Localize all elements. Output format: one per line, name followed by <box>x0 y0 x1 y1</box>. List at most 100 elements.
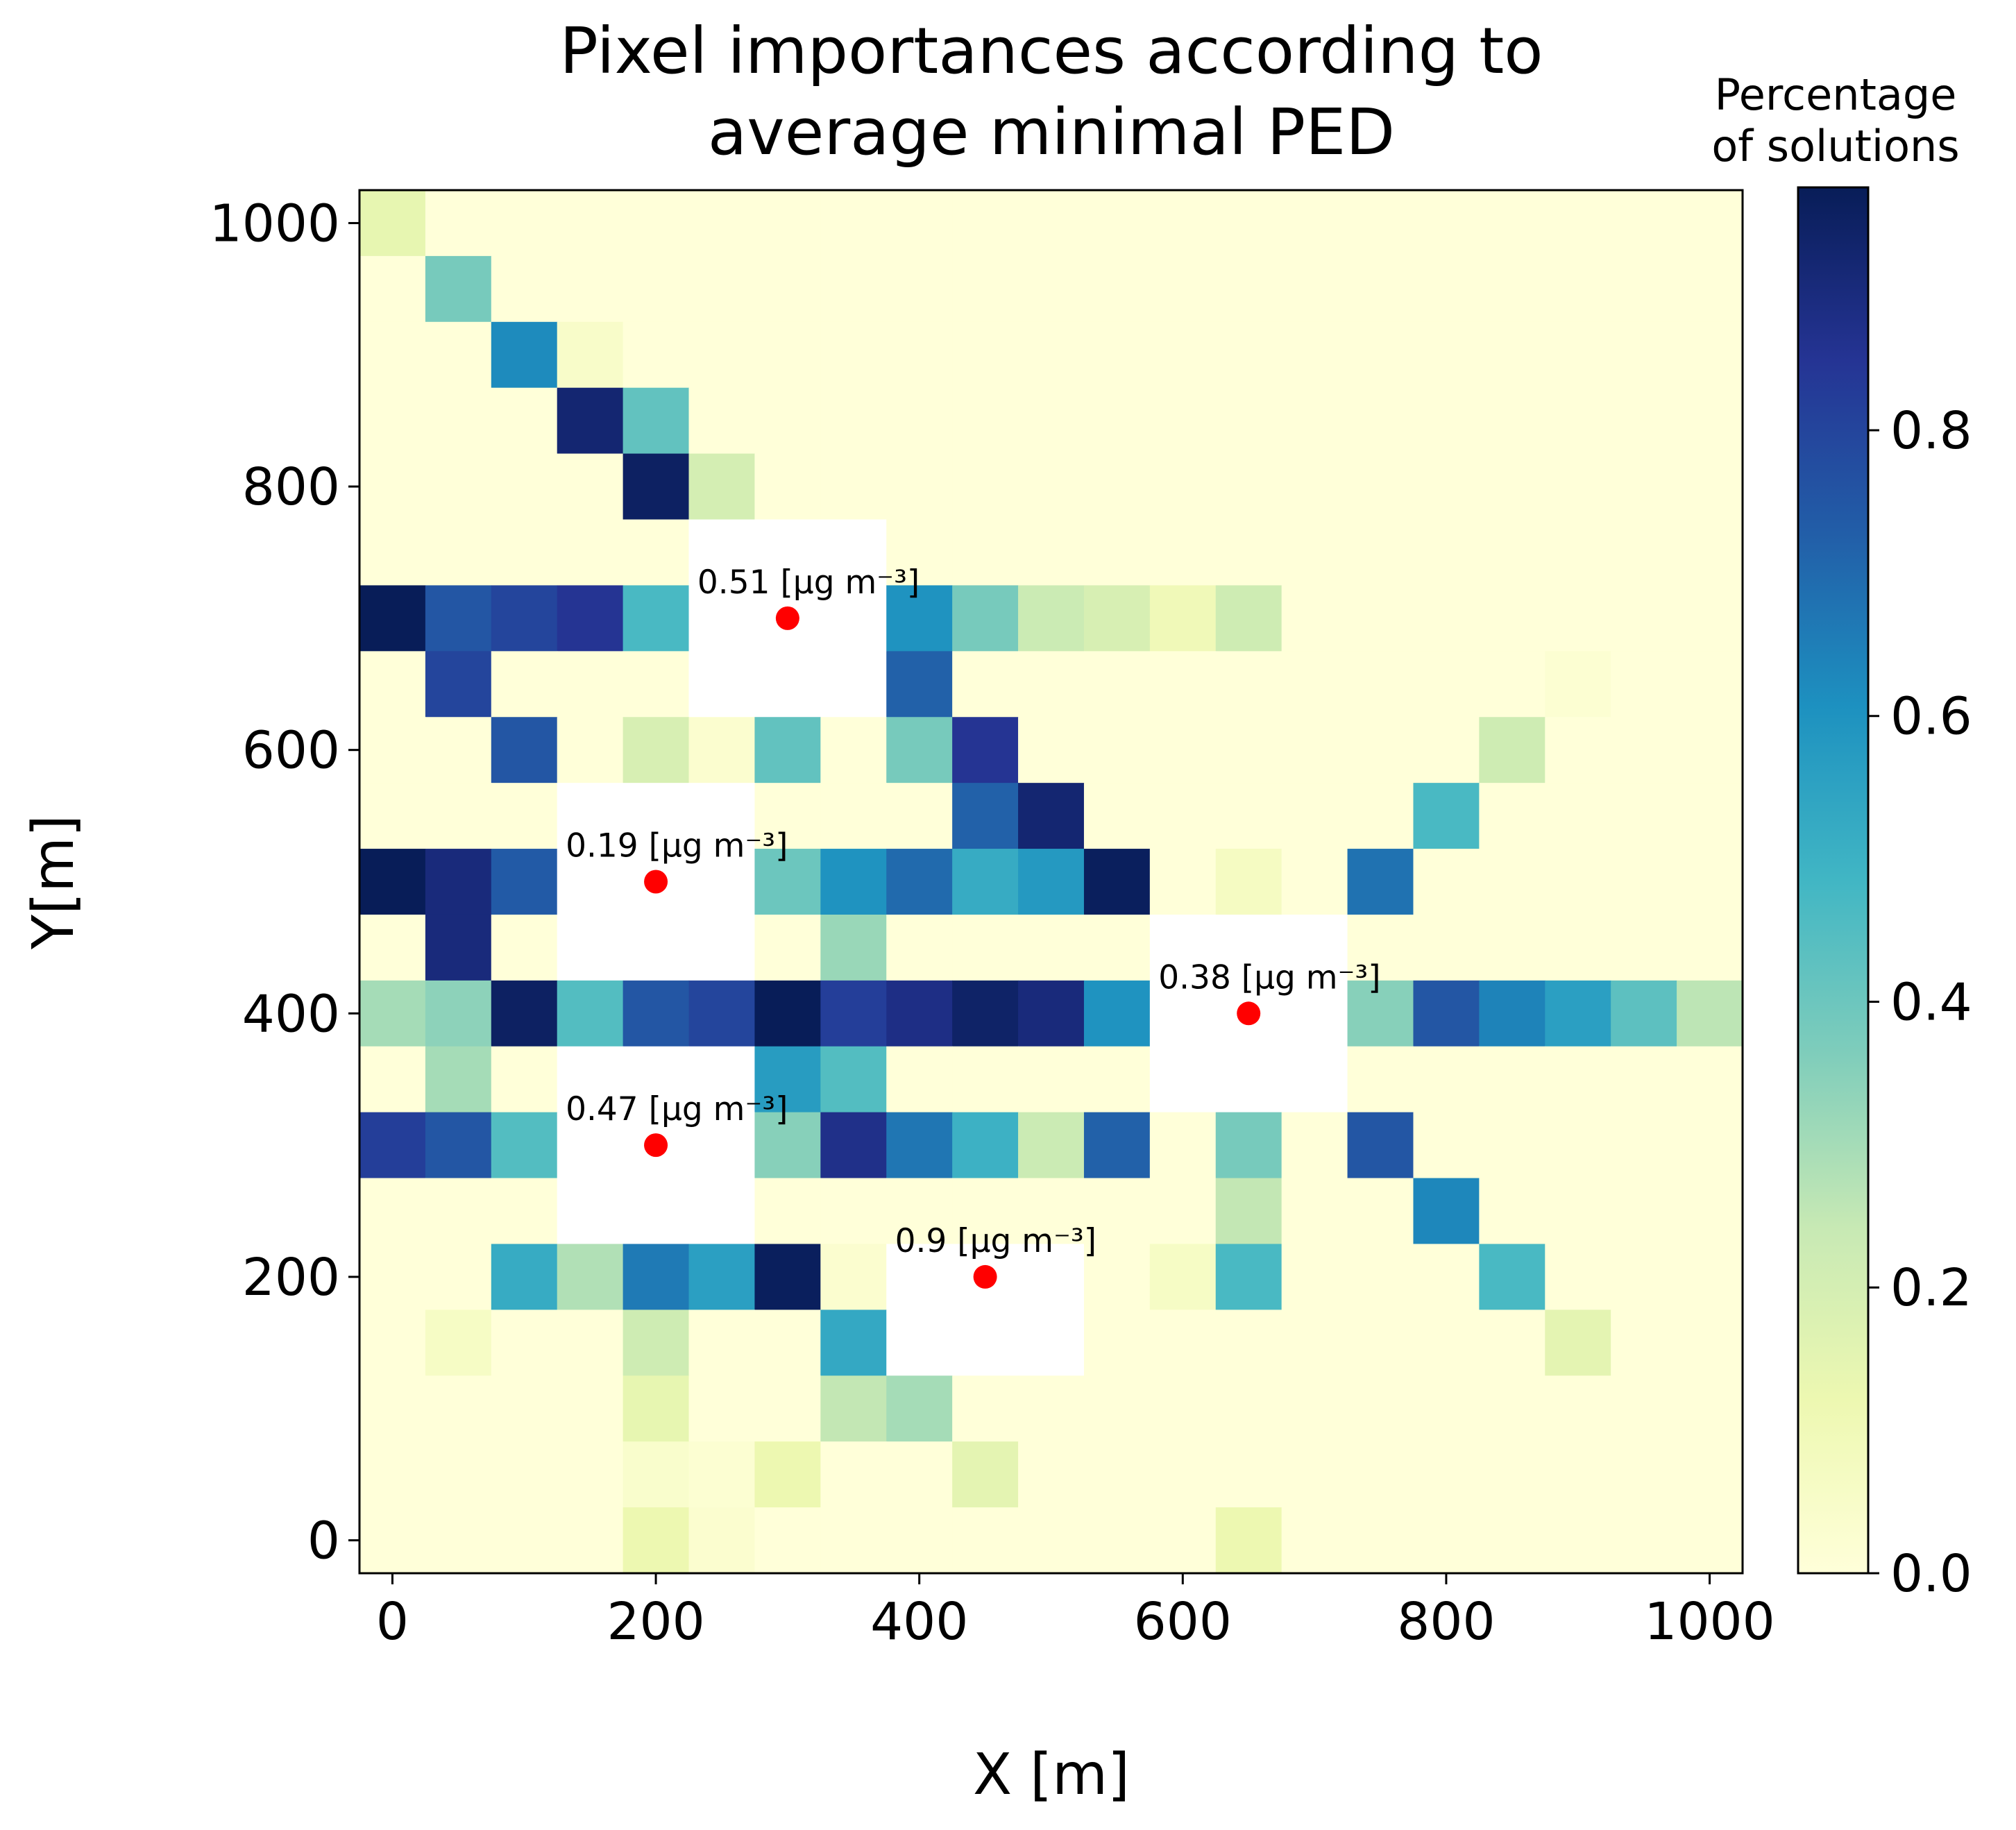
heatmap-cell <box>491 1441 558 1508</box>
heatmap-cell <box>1347 651 1414 718</box>
heatmap-cell <box>557 585 624 652</box>
heatmap-cell <box>1479 1244 1545 1310</box>
heatmap-cell <box>688 1244 756 1310</box>
source-marker <box>775 606 799 630</box>
heatmap-cell <box>1018 585 1085 652</box>
heatmap-cell <box>1215 453 1282 520</box>
heatmap-cell <box>1611 321 1677 389</box>
heatmap-cell <box>1545 255 1611 323</box>
heatmap-cell <box>1677 1441 1743 1508</box>
heatmap-cell <box>886 783 953 849</box>
heatmap-cell <box>425 321 492 389</box>
heatmap-cell <box>1149 190 1217 257</box>
heatmap-cell <box>1545 1046 1611 1113</box>
heatmap-cell <box>820 849 887 915</box>
source-label: 0.51 [μg m⁻³] <box>697 564 920 602</box>
heatmap-cell <box>1018 783 1085 849</box>
heatmap-cell <box>952 914 1019 981</box>
heatmap-cell <box>1347 190 1414 257</box>
heatmap-cell <box>557 1441 624 1508</box>
heatmap-cell <box>886 849 953 915</box>
heatmap-cell <box>491 1178 558 1245</box>
heatmap-cell <box>1611 190 1677 257</box>
heatmap-cell <box>1479 717 1545 783</box>
heatmap-cell <box>1018 387 1085 455</box>
heatmap-cell <box>1545 1244 1611 1310</box>
heatmap-cell <box>754 1441 821 1508</box>
source-marker <box>644 870 668 894</box>
heatmap-cell <box>359 651 426 718</box>
heatmap-cell <box>425 1375 492 1442</box>
heatmap-cell <box>1083 585 1151 652</box>
heatmap-cell <box>1018 1507 1085 1574</box>
heatmap-cell <box>1281 1375 1348 1442</box>
heatmap-cell <box>754 1244 821 1310</box>
heatmap-cell <box>1347 585 1414 652</box>
heatmap-cell <box>1347 849 1414 915</box>
heatmap-cell <box>1215 190 1282 257</box>
heatmap-cell <box>491 1507 558 1574</box>
heatmap-cell <box>1677 1112 1743 1179</box>
heatmap-cell <box>886 387 953 455</box>
heatmap-cell <box>622 1375 690 1442</box>
heatmap-cell <box>1479 783 1545 849</box>
heatmap-cell <box>1611 1441 1677 1508</box>
heatmap-cell <box>1149 255 1217 323</box>
heatmap-cell <box>754 1375 821 1442</box>
heatmap-cell <box>1545 190 1611 257</box>
colorbar-label-line-2: of solutions <box>1711 121 1959 171</box>
heatmap-cell <box>1611 255 1677 323</box>
heatmap-cell <box>1149 1310 1217 1376</box>
heatmap-cell <box>1479 1441 1545 1508</box>
heatmap-cell <box>622 519 690 586</box>
heatmap-cell <box>820 585 887 652</box>
heatmap-cell <box>359 519 426 586</box>
heatmap-cell <box>1083 783 1151 849</box>
heatmap-cell <box>1413 717 1480 783</box>
heatmap-cell <box>622 1046 690 1113</box>
heatmap-cell <box>425 783 492 849</box>
heatmap-cell <box>1545 914 1611 981</box>
heatmap-cell <box>1677 849 1743 915</box>
heatmap-cell <box>1413 453 1480 520</box>
heatmap-cell <box>1413 519 1480 586</box>
heatmap-cell <box>359 1375 426 1442</box>
heatmap-cell <box>1413 1507 1480 1574</box>
heatmap-cell <box>557 1178 624 1245</box>
heatmap-cell <box>425 387 492 455</box>
heatmap-cell <box>1215 651 1282 718</box>
heatmap-cell <box>1018 321 1085 389</box>
heatmap-cell <box>688 255 756 323</box>
heatmap-cell <box>1545 1310 1611 1376</box>
heatmap-cell <box>491 717 558 783</box>
heatmap-cell <box>1611 651 1677 718</box>
heatmap-cell <box>886 1046 953 1113</box>
heatmap-cell <box>886 1375 953 1442</box>
heatmap-cell <box>1018 1046 1085 1113</box>
heatmap-cell <box>1413 980 1480 1047</box>
heatmap-cell <box>754 1178 821 1245</box>
heatmap-cell <box>1677 1507 1743 1574</box>
heatmap-cell <box>1677 1046 1743 1113</box>
heatmap-cell <box>1677 717 1743 783</box>
heatmap-cell <box>1413 849 1480 915</box>
heatmap-cell <box>754 321 821 389</box>
heatmap-cell <box>1677 980 1743 1047</box>
heatmap-cell <box>1149 1375 1217 1442</box>
x-axis-label: X [m] <box>973 1742 1130 1808</box>
heatmap-cell <box>1083 255 1151 323</box>
heatmap-cell <box>754 849 821 915</box>
y-tick-label: 0 <box>307 1511 340 1571</box>
heatmap-cell <box>886 914 953 981</box>
heatmap-cell <box>886 1310 953 1376</box>
heatmap-cell <box>1545 1112 1611 1179</box>
heatmap-cell <box>1413 651 1480 718</box>
heatmap-cell <box>359 980 426 1047</box>
heatmap-cell <box>1281 849 1348 915</box>
heatmap-cell <box>557 1310 624 1376</box>
source-label: 0.47 [μg m⁻³] <box>566 1090 788 1128</box>
heatmap-cell <box>1083 321 1151 389</box>
heatmap-cell <box>754 387 821 455</box>
heatmap-cell <box>820 783 887 849</box>
heatmap-cell <box>1479 1112 1545 1179</box>
